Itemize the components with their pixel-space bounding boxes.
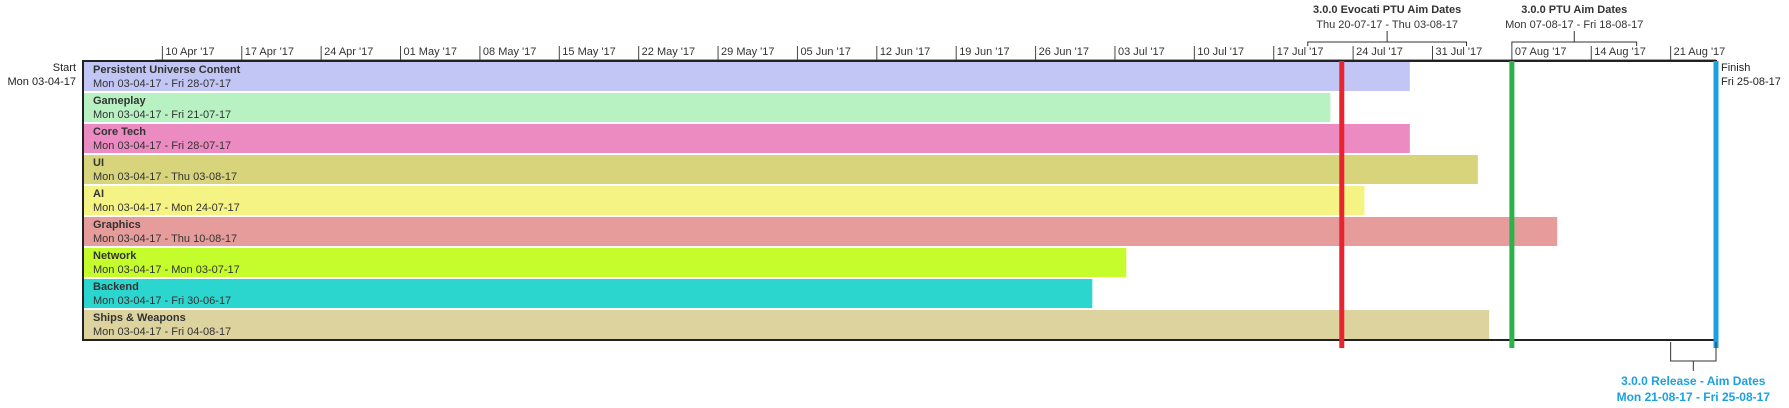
task-name: Backend xyxy=(93,281,139,293)
milestone-range: Mon 07-08-17 - Fri 18-08-17 xyxy=(1505,19,1643,31)
task-bars: Persistent Universe Content Mon 03-04-17 … xyxy=(83,62,1558,339)
axis-tick-label: 14 Aug '17 xyxy=(1594,46,1646,58)
start-date: Mon 03-04-17 xyxy=(8,76,77,88)
task-range: Mon 03-04-17 - Thu 03-08-17 xyxy=(93,171,237,183)
axis-tick-label: 19 Jun '17 xyxy=(959,46,1009,58)
milestone-name: 3.0.0 PTU Aim Dates xyxy=(1521,4,1627,16)
milestone-bracket xyxy=(1307,31,1468,46)
axis-tick-label: 24 Apr '17 xyxy=(324,46,373,58)
start-label: Start xyxy=(53,62,76,74)
milestone-range: Mon 21-08-17 - Fri 25-08-17 xyxy=(1617,390,1771,404)
milestone-bracket xyxy=(1670,342,1717,371)
axis-tick-label: 29 May '17 xyxy=(721,46,774,58)
axis-tick-label: 17 Apr '17 xyxy=(245,46,294,58)
milestone-callout: 3.0.0 Release - Aim Dates Mon 21-08-17 - … xyxy=(1617,342,1771,404)
axis-tick-label: 24 Jul '17 xyxy=(1356,46,1403,58)
task-bar xyxy=(83,217,1558,246)
axis-tick-label: 15 May '17 xyxy=(562,46,615,58)
finish-date: Fri 25-08-17 xyxy=(1721,76,1781,88)
task-name: UI xyxy=(93,157,104,169)
task-name: Graphics xyxy=(93,219,141,231)
task-range: Mon 03-04-17 - Fri 28-07-17 xyxy=(93,78,231,90)
milestone-bracket xyxy=(1511,31,1638,46)
task-name: Gameplay xyxy=(93,95,146,107)
task-bar xyxy=(83,310,1490,339)
axis-tick-label: 10 Apr '17 xyxy=(165,46,214,58)
task-name: Ships & Weapons xyxy=(93,312,186,324)
axis-tick-label: 26 Jun '17 xyxy=(1039,46,1089,58)
task-name: Network xyxy=(93,250,137,262)
task-range: Mon 03-04-17 - Fri 30-06-17 xyxy=(93,295,231,307)
axis-tick-label: 12 Jun '17 xyxy=(880,46,930,58)
axis-tick-label: 01 May '17 xyxy=(404,46,457,58)
axis-tick-label: 07 Aug '17 xyxy=(1515,46,1567,58)
axis-tick-label: 08 May '17 xyxy=(483,46,536,58)
task-row: AI Mon 03-04-17 - Mon 24-07-17 xyxy=(83,186,1365,215)
finish-label: Finish xyxy=(1721,62,1750,74)
task-row: Persistent Universe Content Mon 03-04-17 … xyxy=(83,62,1410,91)
axis-tick-label: 21 Aug '17 xyxy=(1674,46,1726,58)
task-bar xyxy=(83,186,1365,215)
task-bar xyxy=(83,62,1410,91)
task-row: Graphics Mon 03-04-17 - Thu 10-08-17 xyxy=(83,217,1558,246)
task-range: Mon 03-04-17 - Fri 04-08-17 xyxy=(93,326,231,338)
task-bar xyxy=(83,248,1127,277)
axis-tick-label: 05 Jun '17 xyxy=(800,46,850,58)
task-row: Backend Mon 03-04-17 - Fri 30-06-17 xyxy=(83,279,1093,308)
milestone-callout: 3.0.0 PTU Aim Dates Mon 07-08-17 - Fri 18… xyxy=(1505,4,1643,46)
task-row: Core Tech Mon 03-04-17 - Fri 28-07-17 xyxy=(83,124,1410,153)
task-range: Mon 03-04-17 - Thu 10-08-17 xyxy=(93,233,237,245)
milestone-name: 3.0.0 Release - Aim Dates xyxy=(1621,374,1766,388)
task-name: AI xyxy=(93,188,104,200)
axis-tick-label: 10 Jul '17 xyxy=(1197,46,1244,58)
milestone-lines xyxy=(1339,61,1719,348)
task-name: Core Tech xyxy=(93,126,146,138)
task-range: Mon 03-04-17 - Fri 21-07-17 xyxy=(93,109,231,121)
time-axis: 10 Apr '17 17 Apr '17 24 Apr '17 01 May '17… xyxy=(155,46,1726,61)
axis-tick-label: 03 Jul '17 xyxy=(1118,46,1165,58)
task-range: Mon 03-04-17 - Mon 24-07-17 xyxy=(93,202,240,214)
task-row: Gameplay Mon 03-04-17 - Fri 21-07-17 xyxy=(83,93,1331,122)
task-bar xyxy=(83,279,1093,308)
task-row: Ships & Weapons Mon 03-04-17 - Fri 04-08-… xyxy=(83,310,1490,339)
axis-tick-label: 22 May '17 xyxy=(642,46,695,58)
milestone-callouts: 3.0.0 Evocati PTU Aim Dates Thu 20-07-17 … xyxy=(1307,4,1771,404)
start-label-group: Start Mon 03-04-17 xyxy=(8,62,77,88)
task-range: Mon 03-04-17 - Mon 03-07-17 xyxy=(93,264,240,276)
task-bar xyxy=(83,93,1331,122)
task-name: Persistent Universe Content xyxy=(93,64,241,76)
axis-tick-label: 31 Jul '17 xyxy=(1435,46,1482,58)
finish-label-group: Finish Fri 25-08-17 xyxy=(1721,62,1781,88)
milestone-name: 3.0.0 Evocati PTU Aim Dates xyxy=(1313,4,1461,16)
task-range: Mon 03-04-17 - Fri 28-07-17 xyxy=(93,140,231,152)
task-row: Network Mon 03-04-17 - Mon 03-07-17 xyxy=(83,248,1127,277)
milestone-callout: 3.0.0 Evocati PTU Aim Dates Thu 20-07-17 … xyxy=(1307,4,1468,46)
task-row: UI Mon 03-04-17 - Thu 03-08-17 xyxy=(83,155,1478,184)
milestone-range: Thu 20-07-17 - Thu 03-08-17 xyxy=(1316,19,1458,31)
task-bar xyxy=(83,124,1410,153)
task-bar xyxy=(83,155,1478,184)
axis-tick-label: 17 Jul '17 xyxy=(1277,46,1324,58)
